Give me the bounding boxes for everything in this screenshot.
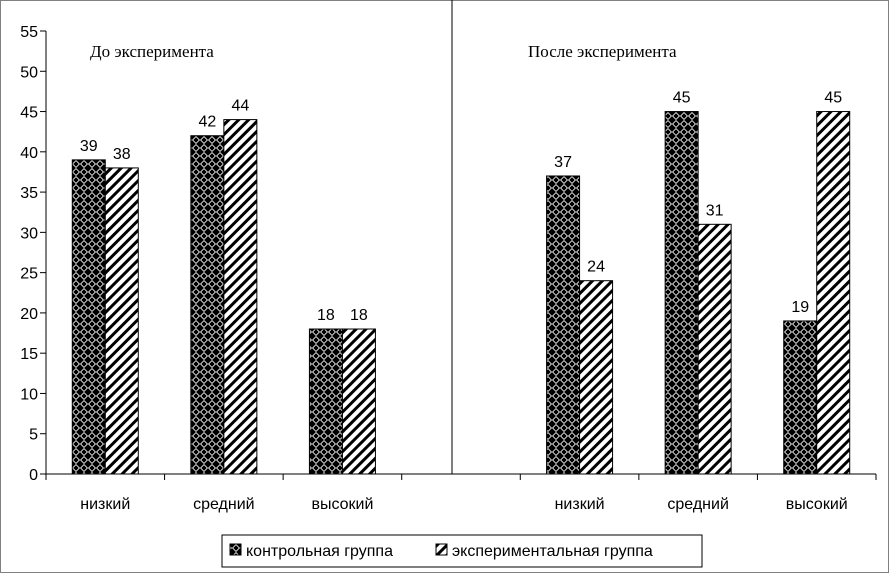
- data-labels-group: 39 38 42 44 18 18 37 24 45 31 19 45: [80, 90, 842, 324]
- y-tick-label: 50: [20, 64, 38, 81]
- bar: [816, 111, 851, 475]
- data-label: 45: [673, 90, 691, 107]
- bar: [71, 159, 106, 475]
- category-labels-group: низкий средний высокий низкий средний высокий: [80, 496, 847, 513]
- legend: контрольная группа экспериментальная гру…: [221, 534, 703, 568]
- y-tick-label: 40: [20, 145, 38, 162]
- y-axis: 0 5 10 15 20 25 30 35 40 45 50 55: [20, 0, 877, 484]
- data-label: 24: [587, 259, 605, 276]
- data-label: 45: [824, 90, 842, 107]
- data-label: 18: [317, 307, 335, 324]
- category-label: высокий: [311, 496, 373, 513]
- y-tick-label: 10: [20, 386, 38, 403]
- y-tick-label: 5: [29, 427, 38, 444]
- bar: [104, 167, 139, 475]
- y-tick-label: 25: [20, 266, 38, 283]
- panel-title: До эксперимента: [90, 42, 214, 61]
- category-label: низкий: [555, 496, 605, 513]
- bar: [664, 111, 699, 475]
- panel-titles-group: До эксперимента После эксперимента: [90, 42, 677, 61]
- bar: [783, 320, 818, 475]
- data-label: 39: [80, 138, 98, 155]
- bar: [697, 223, 732, 475]
- legend-swatch-diagonal: [435, 543, 448, 556]
- legend-box: [221, 534, 703, 568]
- legend-swatch-checker: [229, 543, 242, 556]
- category-label: средний: [667, 496, 729, 513]
- category-label: низкий: [80, 496, 130, 513]
- category-label: средний: [193, 496, 255, 513]
- bar: [546, 175, 581, 475]
- bar: [308, 328, 343, 475]
- y-tick-label: 15: [20, 346, 38, 363]
- bar: [341, 328, 376, 475]
- y-tick-label: 55: [20, 24, 38, 41]
- data-label: 31: [706, 202, 724, 219]
- panel-title: После эксперимента: [528, 42, 677, 61]
- data-label: 44: [231, 98, 249, 115]
- legend-label-experimental: экспериментальная группа: [452, 543, 653, 560]
- category-label: высокий: [786, 496, 848, 513]
- y-tick-label: 0: [29, 467, 38, 484]
- data-label: 19: [791, 299, 809, 316]
- legend-label-control: контрольная группа: [246, 543, 393, 560]
- bar: [190, 135, 225, 475]
- bar: [579, 280, 614, 475]
- y-tick-label: 45: [20, 105, 38, 122]
- data-label: 42: [198, 114, 216, 131]
- y-tick-label: 35: [20, 185, 38, 202]
- bar: [223, 119, 258, 475]
- y-tick-label: 20: [20, 306, 38, 323]
- data-label: 37: [554, 154, 572, 171]
- bars-group: [71, 111, 851, 475]
- data-label: 38: [113, 146, 131, 163]
- data-label: 18: [350, 307, 368, 324]
- y-tick-label: 30: [20, 225, 38, 242]
